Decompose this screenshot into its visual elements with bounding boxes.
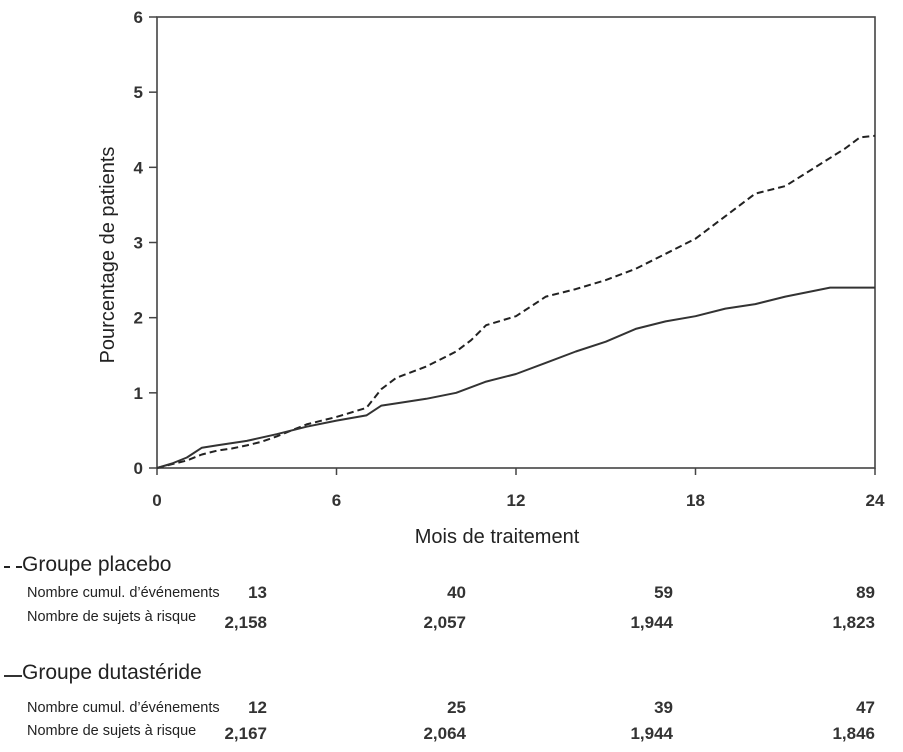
placebo-events-0: 13 [248, 583, 267, 602]
dutasteride-legend-line [4, 675, 22, 677]
placebo-at-risk-0: 2,158 [224, 613, 267, 632]
placebo-at-risk-1: 2,057 [423, 613, 466, 632]
x-axis: 0 6 12 18 24 [152, 468, 885, 510]
y-tick-label-2: 2 [134, 309, 143, 328]
dutasteride-events-1: 25 [447, 698, 466, 717]
dutasteride-at-risk-0: 2,167 [224, 724, 267, 743]
dutasteride-at-risk-label: Nombre de sujets à risque [27, 723, 197, 739]
placebo-events-1: 40 [447, 583, 466, 602]
dutasteride-at-risk-3: 1,846 [832, 724, 875, 743]
plot-frame [156, 16, 876, 469]
x-axis-label: Mois de traitement [415, 526, 580, 548]
x-tick-label-0: 0 [152, 491, 161, 510]
x-tick-label-4: 24 [866, 491, 885, 510]
y-tick-label-3: 3 [134, 234, 143, 253]
dutasteride-events-0: 12 [248, 698, 267, 717]
placebo-legend-line [4, 566, 22, 568]
y-tick-label-6: 6 [134, 8, 143, 27]
y-tick-label-0: 0 [134, 459, 143, 478]
y-tick-label-5: 5 [134, 83, 143, 102]
placebo-at-risk-2: 1,944 [630, 613, 673, 632]
placebo-group-title: Groupe placebo [22, 553, 172, 576]
dutasteride-events-2: 39 [654, 698, 673, 717]
placebo-events-2: 59 [654, 583, 673, 602]
x-tick-label-1: 6 [332, 491, 341, 510]
placebo-events-3: 89 [856, 583, 875, 602]
x-tick-label-2: 12 [507, 491, 526, 510]
dutasteride-at-risk-2: 1,944 [630, 724, 673, 743]
x-tick-label-3: 18 [686, 491, 705, 510]
y-axis-label: Pourcentage de patients [97, 147, 119, 364]
dutasteride-group-title: Groupe dutastéride [22, 661, 202, 684]
dutasteride-at-risk-1: 2,064 [423, 724, 466, 743]
placebo-at-risk-3: 1,823 [832, 613, 875, 632]
dutasteride-events-label: Nombre cumul. d’événements [27, 700, 220, 716]
y-axis: 0 1 2 3 4 5 6 [134, 8, 157, 478]
y-tick-label-1: 1 [134, 384, 143, 403]
placebo-events-label: Nombre cumul. d’événements [27, 585, 220, 601]
dutasteride-events-3: 47 [856, 698, 875, 717]
placebo-at-risk-label: Nombre de sujets à risque [27, 609, 197, 625]
plot-series [156, 134, 876, 469]
series-line-dutasteride [156, 286, 875, 469]
y-tick-label-4: 4 [134, 158, 144, 177]
series-line-placebo [156, 134, 876, 469]
